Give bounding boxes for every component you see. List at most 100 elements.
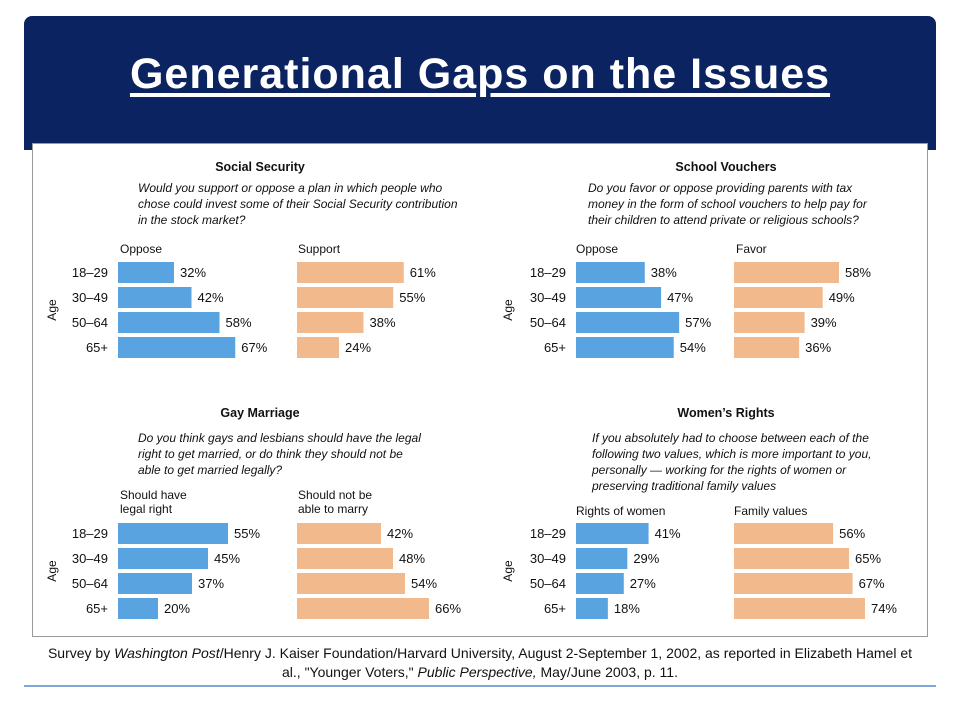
bar-value-label: 61% [410,265,436,280]
category-tick-label: 18–29 [530,526,566,541]
bar-value-label: 55% [399,290,425,305]
bar-right [297,523,381,544]
bar-value-label: 39% [811,315,837,330]
bar-left [118,598,158,619]
source-text-1: Survey by [47,645,115,661]
bar-right [297,337,339,358]
bar-left [118,523,228,544]
bar-left [576,312,680,333]
y-axis-label: Age [45,560,59,582]
category-tick-label: 50–64 [530,576,566,591]
category-tick-label: 18–29 [72,265,108,280]
chart-gay-marriage: Gay Marriage Do you think gays and lesbi… [40,396,470,632]
left-series-label: Oppose [120,242,163,256]
right-series-label: Family values [734,504,808,518]
bar-value-label: 42% [198,290,224,305]
bar-right [734,287,823,308]
chart-title: Women’s Rights [677,406,775,420]
bar-right [734,598,865,619]
y-axis-label: Age [501,560,515,582]
bar-left [576,598,608,619]
category-tick-label: 30–49 [72,551,108,566]
bar-value-label: 36% [805,340,831,355]
bar-right [297,598,429,619]
bar-value-label: 49% [829,290,855,305]
bar-left [576,287,662,308]
bar-right [734,548,850,569]
source-text-3: May/June 2003, p. 11. [536,664,678,680]
bar-right [734,337,800,358]
bar-value-label: 29% [633,551,659,566]
bar-left [576,548,628,569]
category-tick-label: 30–49 [72,290,108,305]
category-tick-label: 65+ [544,340,566,355]
left-series-label: Should have legal right [120,488,187,516]
category-tick-label: 65+ [86,340,108,355]
chart-social-security: Social Security Would you support or opp… [40,150,470,380]
category-tick-label: 65+ [544,601,566,616]
bar-value-label: 57% [685,315,711,330]
chart-question: If you absolutely had to choose between … [592,431,872,493]
bar-value-label: 58% [226,315,252,330]
bar-left [576,262,645,283]
category-tick-label: 65+ [86,601,108,616]
right-series-label: Should not be able to marry [298,488,373,516]
category-tick-label: 50–64 [530,315,566,330]
bar-right [297,262,404,283]
bar-value-label: 65% [855,551,881,566]
bar-value-label: 32% [180,265,206,280]
title-banner: Generational Gaps on the Issues [24,16,936,150]
y-axis-label: Age [45,299,59,321]
bar-value-label: 20% [164,601,190,616]
source-text-2: /Henry J. Kaiser Foundation/Harvard Univ… [219,645,913,680]
bar-value-label: 18% [614,601,640,616]
chart-school-vouchers: School Vouchers Do you favor or oppose p… [496,150,926,380]
bar-value-label: 74% [871,601,897,616]
bar-value-label: 45% [214,551,240,566]
chart-question: Do you think gays and lesbians should ha… [138,431,421,477]
bar-value-label: 48% [399,551,425,566]
bar-right [297,548,393,569]
bar-value-label: 38% [370,315,396,330]
bar-value-label: 55% [234,526,260,541]
bar-value-label: 67% [859,576,885,591]
left-series-label: Oppose [576,242,619,256]
bar-left [118,573,192,594]
bar-value-label: 38% [651,265,677,280]
category-tick-label: 18–29 [530,265,566,280]
category-tick-label: 30–49 [530,290,566,305]
bar-left [118,262,174,283]
bar-left [576,573,624,594]
chart-svg: Age 18–29 55% 42% 30–49 45% 48% 50–64 37% 54% 65+ 2… [45,523,461,619]
category-tick-label: 50–64 [72,315,108,330]
bar-left [576,523,649,544]
left-series-label: Rights of women [576,504,666,518]
source-citation: Survey by Washington Post/Henry J. Kaise… [40,644,920,682]
bar-value-label: 41% [655,526,681,541]
bar-value-label: 54% [411,576,437,591]
source-publication-1: Washington Post [114,645,220,661]
bar-value-label: 67% [241,340,267,355]
category-tick-label: 30–49 [530,551,566,566]
bar-value-label: 27% [630,576,656,591]
chart-svg: Age 18–29 41% 56% 30–49 29% 65% 50–64 27% 67% 65+ 1… [501,523,897,619]
bar-value-label: 42% [387,526,413,541]
chart-question: Do you favor or oppose providing parents… [588,181,867,227]
bar-value-label: 58% [845,265,871,280]
bar-right [297,312,364,333]
bar-value-label: 56% [839,526,865,541]
chart-title: Gay Marriage [220,406,300,420]
bar-left [118,337,236,358]
bar-value-label: 37% [198,576,224,591]
bar-value-label: 47% [667,290,693,305]
chart-question: Would you support or oppose a plan in wh… [138,181,458,227]
bar-left [576,337,674,358]
right-series-label: Support [298,242,341,256]
category-tick-label: 50–64 [72,576,108,591]
category-tick-label: 18–29 [72,526,108,541]
chart-svg: Age 18–29 32% 61% 30–49 42% 55% 50–64 58% 38% 65+ 6… [45,262,436,358]
source-publication-2: Public Perspective, [417,664,537,680]
bar-value-label: 54% [680,340,706,355]
bar-right [734,573,853,594]
chart-title: School Vouchers [675,160,777,174]
